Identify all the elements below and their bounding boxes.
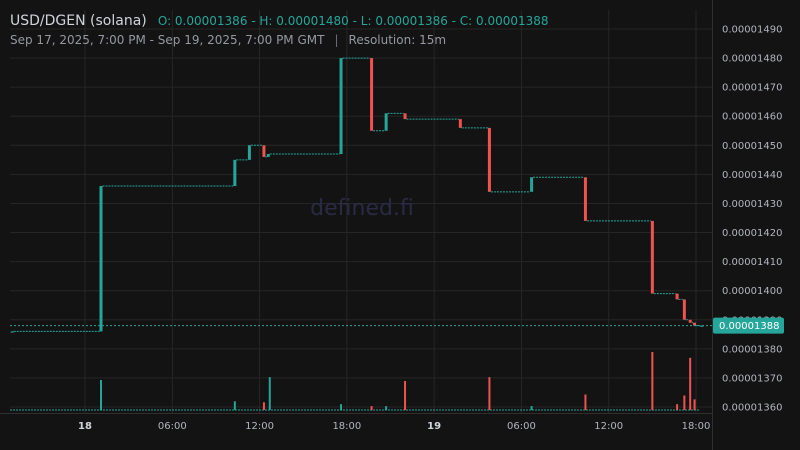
chart-header: USD/DGEN (solana) O: 0.00001386 - H: 0.0… bbox=[10, 10, 549, 29]
last-price-label-text: 0.00001388 bbox=[719, 321, 779, 332]
volume-bar bbox=[233, 401, 236, 410]
pair-title: USD/DGEN (solana) bbox=[10, 13, 147, 29]
header-separator: | bbox=[334, 33, 339, 47]
chart-subheader: Sep 17, 2025, 7:00 PM - Sep 19, 2025, 7:… bbox=[10, 33, 446, 47]
candle-body bbox=[370, 58, 374, 131]
volume-bar bbox=[100, 380, 103, 410]
volume-bar bbox=[340, 404, 343, 410]
volume-bar bbox=[530, 406, 533, 410]
candle-body bbox=[700, 325, 704, 327]
candle-body bbox=[693, 322, 697, 326]
last-price-label-bg bbox=[713, 317, 784, 334]
watermark-text: defined.fi bbox=[310, 196, 414, 221]
price-tick-label: 0.00001410 bbox=[722, 257, 782, 268]
time-tick-label: 06:00 bbox=[158, 421, 187, 432]
candle-body bbox=[10, 331, 14, 333]
price-tick-label: 0.00001370 bbox=[722, 373, 782, 384]
candle-body bbox=[384, 113, 388, 131]
price-tick-label: 0.00001490 bbox=[722, 25, 782, 36]
candle-body bbox=[339, 58, 343, 155]
candle-body bbox=[99, 186, 103, 332]
volume-bar bbox=[584, 394, 587, 410]
candle-body bbox=[233, 159, 237, 187]
ohlc-readout: O: 0.00001386 - H: 0.00001480 - L: 0.000… bbox=[157, 14, 549, 28]
candle-body bbox=[403, 113, 407, 120]
price-tick-label: 0.00001460 bbox=[722, 112, 782, 123]
volume-bar bbox=[370, 406, 373, 410]
price-tick-label: 0.00001360 bbox=[722, 403, 782, 414]
candle-body bbox=[266, 154, 270, 157]
axes: 0.000013600.000013700.000013800.00001390… bbox=[0, 0, 782, 450]
candle-body bbox=[530, 177, 534, 192]
time-tick-label: 18 bbox=[78, 421, 92, 432]
volume-bar bbox=[689, 357, 692, 410]
time-tick-label: 06:00 bbox=[507, 421, 536, 432]
price-series bbox=[10, 57, 704, 333]
price-tick-label: 0.00001400 bbox=[722, 286, 782, 297]
candle-body bbox=[682, 299, 686, 320]
volume-bar bbox=[262, 402, 265, 410]
price-tick-label: 0.00001380 bbox=[722, 344, 782, 355]
price-tick-label: 0.00001470 bbox=[722, 83, 782, 94]
volume-bar bbox=[488, 377, 491, 410]
candle-body bbox=[650, 220, 654, 294]
price-tick-label: 0.00001420 bbox=[722, 228, 782, 239]
date-range: Sep 17, 2025, 7:00 PM - Sep 19, 2025, 7:… bbox=[10, 33, 325, 47]
price-tick-label: 0.00001480 bbox=[722, 54, 782, 65]
price-tick-label: 0.00001450 bbox=[722, 141, 782, 152]
candle-body bbox=[487, 127, 491, 192]
candle-body bbox=[262, 145, 266, 157]
candle-body bbox=[675, 293, 679, 300]
volume-bar bbox=[385, 406, 388, 410]
resolution-label[interactable]: Resolution: 15m bbox=[348, 33, 447, 47]
volume-bar bbox=[683, 395, 686, 410]
candle-body bbox=[688, 319, 692, 323]
time-tick-label: 12:00 bbox=[245, 421, 274, 432]
volume-bar bbox=[404, 381, 407, 410]
time-tick-label: 18:00 bbox=[332, 421, 361, 432]
time-tick-label: 19 bbox=[427, 421, 441, 432]
last-price-label: 0.00001388 bbox=[713, 317, 784, 334]
time-tick-label: 12:00 bbox=[594, 421, 623, 432]
volume-bars bbox=[10, 352, 700, 411]
time-tick-label: 18:00 bbox=[682, 421, 711, 432]
price-tick-label: 0.00001440 bbox=[722, 170, 782, 181]
candle-body bbox=[458, 119, 462, 128]
candle-body bbox=[583, 177, 587, 221]
volume-bar bbox=[693, 399, 696, 410]
candle-body bbox=[247, 145, 251, 160]
price-tick-label: 0.00001430 bbox=[722, 199, 782, 210]
volume-bar bbox=[651, 352, 654, 410]
volume-bar bbox=[676, 404, 679, 410]
volume-bar bbox=[268, 377, 271, 410]
